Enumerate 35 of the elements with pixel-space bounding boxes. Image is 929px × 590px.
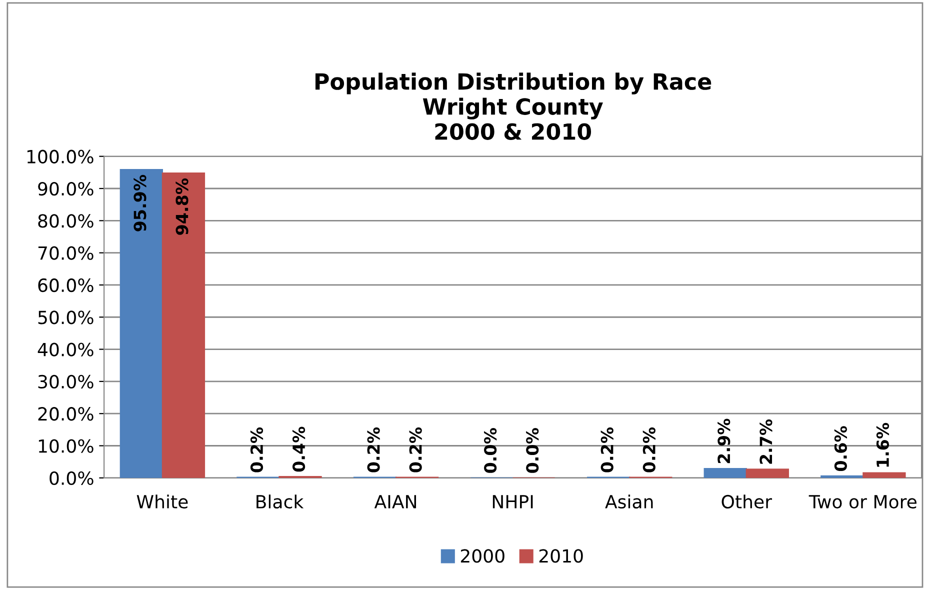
- y-tick-label: 50.0%: [38, 310, 94, 324]
- x-tick-label: White: [136, 494, 188, 509]
- legend-label: 2000: [460, 549, 504, 563]
- y-tick-label: 0.0%: [50, 471, 94, 486]
- y-tick-label: 30.0%: [38, 374, 94, 389]
- data-label: 94.8%: [176, 178, 188, 235]
- y-tick-label: 10.0%: [38, 439, 94, 453]
- y-tick-label: 90.0%: [38, 182, 94, 196]
- data-label: 2.7%: [760, 419, 772, 464]
- data-label: 1.6%: [876, 422, 890, 467]
- x-tick-label: Other: [722, 494, 772, 509]
- data-label: 0.6%: [834, 426, 847, 472]
- y-tick-label: 70.0%: [38, 246, 94, 260]
- x-tick-label: Black: [256, 494, 304, 509]
- chart-title: Population Distribution by Race Wright County 2000 & 2010: [315, 72, 712, 140]
- data-label: 95.9%: [134, 174, 146, 232]
- data-label: 2.9%: [718, 418, 730, 464]
- x-tick-label: NHPI: [492, 495, 533, 508]
- y-tick-label: 60.0%: [38, 278, 94, 292]
- data-label: 0.2%: [250, 427, 264, 472]
- y-tick-label: 40.0%: [38, 342, 94, 356]
- y-tick-label: 80.0%: [38, 214, 94, 228]
- y-tick-label: 100.0%: [27, 150, 94, 164]
- data-label: 0.0%: [484, 428, 497, 473]
- data-label: 0.2%: [409, 427, 422, 472]
- data-label: 0.2%: [642, 427, 656, 472]
- data-label: 0.2%: [600, 427, 614, 472]
- data-label: 0.0%: [526, 428, 539, 473]
- x-tick-label: AIAN: [374, 495, 416, 508]
- data-label: 0.2%: [367, 427, 380, 472]
- legend-label: 2010: [539, 549, 583, 563]
- x-tick-label: Two or More: [808, 495, 916, 509]
- data-label: 0.4%: [292, 426, 306, 472]
- y-tick-label: 20.0%: [38, 407, 94, 421]
- x-tick-label: Asian: [605, 494, 653, 509]
